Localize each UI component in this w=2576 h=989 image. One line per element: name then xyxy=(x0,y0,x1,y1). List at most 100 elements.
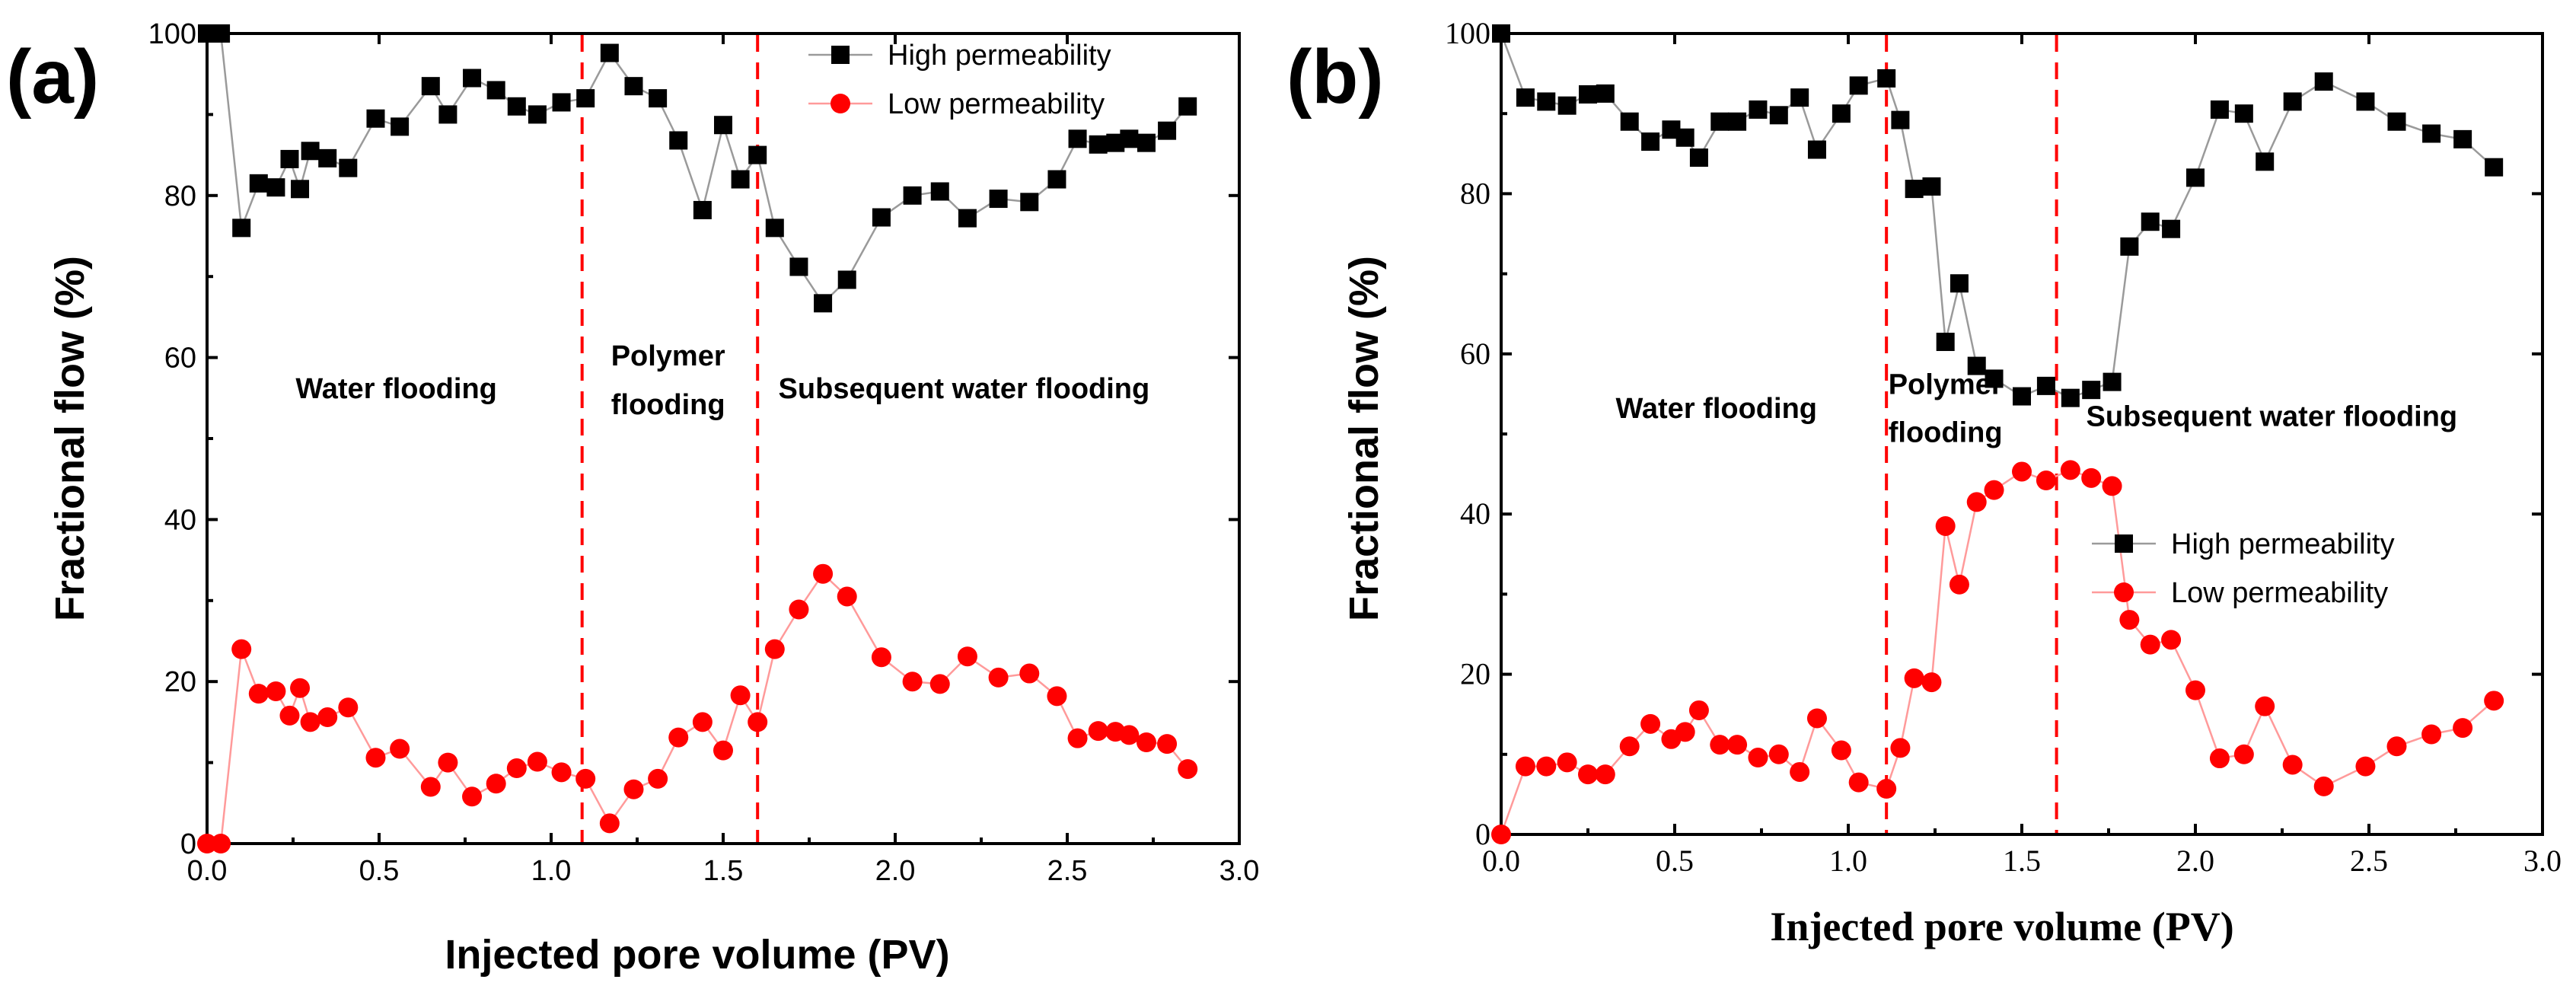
panel-a-low-perm-point xyxy=(317,707,338,728)
panel-a-low-perm-point xyxy=(338,697,359,718)
panel-b-high-perm-point xyxy=(2141,212,2160,231)
panel-b-high-perm-point xyxy=(1967,356,1986,375)
panel-b-legend-label: High permeability xyxy=(2171,528,2395,560)
panel-a-low-perm-point xyxy=(279,705,300,726)
panel-b-high-perm-point xyxy=(2453,129,2472,148)
panel-b-high-perm-point xyxy=(1728,112,1747,131)
panel-b-high-perm-point xyxy=(2356,92,2375,111)
panel-b-high-perm-point xyxy=(2210,100,2229,119)
panel-b-low-perm-point xyxy=(1768,744,1789,764)
panel-b-low-perm-point xyxy=(2102,476,2122,496)
panel-a-low-perm-point xyxy=(713,740,733,761)
panel-a-high-perm-point xyxy=(748,145,767,164)
panel-b-y-tick-label: 80 xyxy=(1460,176,1490,210)
panel-a-low-perm-point xyxy=(1136,732,1156,752)
panel-a-legend-label: Low permeability xyxy=(888,88,1105,120)
panel-b-high-perm-point xyxy=(1596,84,1615,103)
panel-b-annotation: Subsequent water flooding xyxy=(2086,400,2457,432)
panel-a-high-perm-point xyxy=(1047,170,1066,189)
panel-b-high-perm-point xyxy=(2162,219,2181,238)
panel-b: (b) 0.0 0.5 1.0 1.5 2.0 2.5 3.0 0 20 40 60 80 100 Wat… xyxy=(1286,16,2562,949)
panel-a-low-perm-point xyxy=(957,646,977,667)
panel-a-low-perm-point xyxy=(438,752,458,773)
panel-a-x-tick-label: 1.5 xyxy=(703,855,744,887)
panel-b-low-perm-point xyxy=(1848,772,1869,793)
panel-a-low-perm-point xyxy=(462,786,483,807)
panel-a-y-tick-label: 100 xyxy=(148,18,196,50)
panel-b-high-perm-point xyxy=(2314,72,2333,91)
panel-b-low-perm-point xyxy=(1949,574,1969,595)
panel-b-high-perm-point xyxy=(2061,388,2080,407)
panel-b-low-perm-point xyxy=(1557,752,1577,773)
panel-b-low-perm-point xyxy=(2355,756,2376,777)
panel-b-low-perm-point xyxy=(2386,736,2407,757)
panel-a-high-perm-point xyxy=(552,93,571,112)
panel-a-high-perm-point xyxy=(266,178,285,197)
panel-a-low-perm-point xyxy=(266,681,286,701)
panel-b-low-perm-point xyxy=(1710,735,1730,755)
panel-a-low-perm-point xyxy=(813,563,834,584)
panel-a-high-perm-point xyxy=(1020,193,1039,212)
panel-a-low-perm-point xyxy=(211,834,231,853)
panel-b-high-perm-point xyxy=(2485,158,2504,177)
panel-b-x-tick-label: 0.0 xyxy=(1482,844,1520,878)
panel-a-high-perm-point xyxy=(486,81,505,100)
panel-a-high-perm-point xyxy=(1178,97,1197,116)
panel-a-low-perm-point xyxy=(692,712,713,732)
panel-a-high-perm-point xyxy=(280,149,299,168)
panel-b-high-perm-point xyxy=(1537,92,1556,111)
panel-b-low-perm-point xyxy=(1515,756,1535,777)
panel-a-high-perm-point xyxy=(958,209,977,228)
panel-b-low-perm-point xyxy=(2313,776,2334,796)
panel-a-legend-marker-high xyxy=(831,46,850,64)
panel-b-y-tick-label: 100 xyxy=(1445,16,1490,50)
panel-a-low-perm-point xyxy=(527,751,547,772)
panel-b-low-perm-point xyxy=(1984,480,2004,500)
panel-b-low-perm-point xyxy=(1491,825,1511,844)
panel-a-high-perm-point xyxy=(789,257,808,276)
panel-a-y-tick-label: 80 xyxy=(164,180,196,212)
panel-a-high-perm-point xyxy=(576,89,595,108)
panel-b-low-perm-point xyxy=(2484,691,2504,711)
panel-a-annotation: Water flooding xyxy=(295,373,497,405)
panel-a-annotation: flooding xyxy=(611,389,725,421)
panel-a-high-perm-point xyxy=(714,116,732,135)
panel-b-high-perm-point xyxy=(1516,88,1535,107)
panel-b-low-perm-point xyxy=(1790,761,1810,782)
panel-a-high-perm-point xyxy=(1120,129,1139,148)
panel-b-series-line-high xyxy=(1500,33,2495,400)
panel-a-low-perm-point xyxy=(1178,759,1198,780)
panel-a-high-perm-point xyxy=(391,117,410,136)
panel-b-high-perm-point xyxy=(1675,128,1694,147)
panel-a-low-perm-point xyxy=(486,774,506,794)
panel-a-high-perm-point xyxy=(249,174,268,193)
panel-a-low-perm-point xyxy=(1088,721,1108,742)
panel-b-low-perm-point xyxy=(1921,672,1942,693)
panel-b-high-perm-point xyxy=(1579,85,1597,104)
panel-a-high-perm-point xyxy=(507,97,526,116)
panel-b-low-perm-point xyxy=(2255,696,2275,716)
panel-a-low-perm-point xyxy=(1119,725,1140,745)
panel-b-x-tick-label: 2.0 xyxy=(2176,844,2214,878)
panel-b-low-perm-point xyxy=(1876,779,1897,799)
panel-a-high-perm-point xyxy=(318,148,337,167)
panel-b-high-perm-point xyxy=(1749,100,1768,119)
panel-a-low-perm-point xyxy=(551,762,572,783)
panel-b-low-perm-point xyxy=(2012,461,2032,482)
panel-a: (a) 0.0 0.5 1.0 1.5 2.0 2.5 3.0 0 20 40 60 80 100 Wat… xyxy=(6,18,1259,978)
panel-b-high-perm-point xyxy=(2234,104,2253,123)
panel-a-low-perm-point xyxy=(1019,663,1040,684)
panel-b-high-perm-point xyxy=(1922,177,1941,196)
panel-a-high-perm-point xyxy=(669,131,688,150)
panel-a-low-perm-point xyxy=(1157,734,1178,755)
panel-b-high-perm-point xyxy=(1689,148,1708,167)
panel-b-high-perm-point xyxy=(2036,376,2055,395)
panel-a-x-tick-label: 1.0 xyxy=(531,855,572,887)
panel-a-low-perm-point xyxy=(365,748,386,768)
panel-a-low-perm-point xyxy=(599,813,620,834)
panel-b-high-perm-point xyxy=(2186,168,2205,187)
panel-b-low-perm-point xyxy=(1640,713,1661,734)
panel-a-x-tick-label: 2.5 xyxy=(1047,855,1088,887)
panel-a-low-perm-point xyxy=(231,639,252,659)
panel-a-high-perm-point xyxy=(438,105,457,124)
